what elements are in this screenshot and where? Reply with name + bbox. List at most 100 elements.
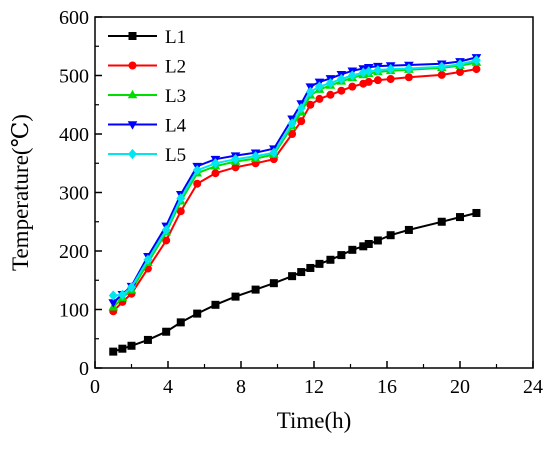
data-point: [193, 179, 202, 188]
y-tick-label: 200: [59, 241, 89, 263]
data-point: [176, 193, 186, 204]
legend-item: L3: [108, 86, 186, 107]
x-axis: 0 4 8 12 16 20 24: [90, 361, 543, 398]
data-point: [472, 65, 481, 74]
data-point: [386, 231, 395, 240]
data-point: [127, 282, 136, 293]
data-point: [269, 279, 278, 288]
legend: L1 L2 L3 L4 L5: [108, 27, 187, 166]
data-point: [373, 236, 382, 245]
data-point: [109, 347, 118, 356]
data-point: [162, 236, 171, 245]
data-point: [326, 255, 335, 264]
data-point: [305, 86, 315, 97]
legend-item: L1: [108, 27, 186, 48]
data-point: [288, 129, 297, 138]
data-point: [325, 77, 335, 89]
legend-item: L5: [108, 145, 186, 166]
data-point: [192, 165, 202, 176]
data-point: [386, 75, 395, 84]
data-point: [288, 272, 297, 281]
x-tick-label: 4: [163, 376, 173, 398]
data-point: [315, 94, 324, 103]
y-tick-label: 500: [59, 66, 89, 88]
data-point: [337, 86, 346, 95]
x-tick-label: 0: [90, 376, 100, 398]
data-point: [472, 208, 481, 217]
x-tick-label: 24: [523, 376, 543, 398]
data-point: [404, 73, 413, 82]
y-tick-label: 0: [79, 358, 89, 380]
data-point: [161, 224, 171, 236]
series-layer: [108, 54, 482, 356]
data-point: [211, 169, 220, 178]
data-point: [108, 290, 118, 301]
data-point: [162, 327, 171, 336]
series-l5: [108, 55, 481, 301]
data-point: [306, 100, 315, 109]
data-point: [315, 259, 324, 268]
data-point: [306, 263, 315, 272]
data-point: [251, 285, 260, 294]
y-tick-label: 300: [59, 183, 89, 205]
series-l1: [109, 208, 481, 356]
legend-label: L5: [165, 145, 186, 166]
legend-label: L1: [165, 27, 186, 48]
x-tick-label: 20: [450, 376, 470, 398]
y-tick-label: 600: [59, 7, 89, 29]
data-point: [347, 70, 357, 81]
data-point: [231, 163, 240, 172]
legend-item: L2: [108, 57, 186, 78]
data-point: [231, 292, 240, 301]
data-point: [297, 268, 306, 277]
data-point: [296, 103, 306, 114]
legend-label: L2: [165, 57, 186, 78]
data-point: [269, 147, 279, 158]
x-axis-title: Time(h): [277, 408, 352, 433]
data-point: [404, 225, 413, 234]
legend-marker: [127, 121, 138, 130]
data-point: [364, 77, 373, 86]
data-point: [471, 55, 481, 66]
data-point: [127, 341, 136, 350]
data-point: [287, 118, 297, 129]
plot-area: 0 4 8 12 16 20 24 0 100 200 300 400 500 600: [59, 7, 543, 398]
data-point: [211, 300, 220, 309]
y-tick-label: 100: [59, 300, 89, 322]
data-point: [404, 63, 414, 74]
plot-frame: [94, 16, 534, 369]
legend-marker: [128, 148, 137, 160]
y-axis-title: Temperature(℃): [8, 114, 33, 271]
data-point: [348, 245, 357, 254]
data-point: [373, 65, 383, 76]
data-point: [455, 213, 464, 222]
data-point: [348, 82, 357, 91]
legend-label: L4: [165, 116, 187, 137]
data-point: [118, 344, 127, 353]
data-point: [364, 239, 373, 248]
y-tick-label: 400: [59, 124, 89, 146]
data-point: [326, 90, 335, 99]
data-point: [143, 254, 153, 265]
data-point: [117, 289, 127, 300]
data-point: [210, 158, 220, 169]
data-point: [297, 117, 306, 126]
y-axis: 0 100 200 300 400 500 600: [59, 7, 102, 380]
legend-marker: [128, 32, 137, 41]
data-point: [437, 70, 446, 79]
data-point: [364, 66, 374, 77]
legend-marker: [128, 61, 137, 70]
x-tick-label: 8: [236, 376, 246, 398]
data-point: [143, 335, 152, 344]
data-point: [336, 73, 346, 85]
data-point: [251, 151, 261, 162]
data-point: [176, 318, 185, 327]
data-point: [455, 59, 465, 70]
data-point: [437, 217, 446, 226]
data-point: [193, 309, 202, 318]
legend-marker: [127, 89, 138, 99]
x-tick-label: 12: [304, 376, 324, 398]
data-point: [314, 81, 324, 92]
legend-item: L4: [108, 116, 187, 137]
